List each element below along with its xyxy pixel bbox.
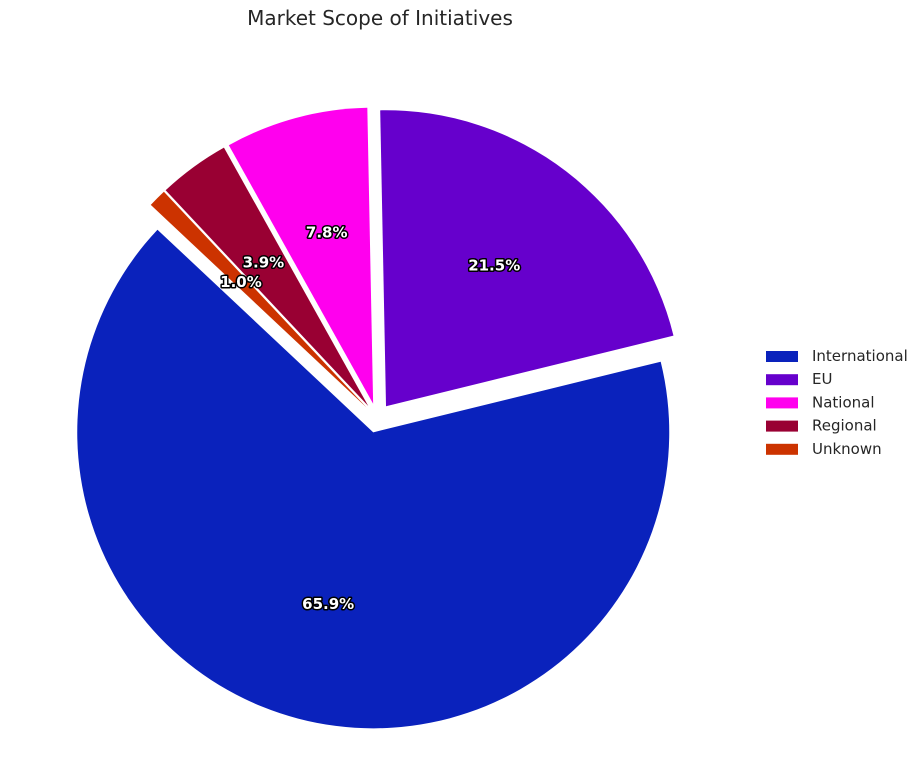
slice-label-eu: 21.5% bbox=[468, 256, 520, 274]
legend-swatch-regional bbox=[766, 420, 798, 432]
chart-title: Market Scope of Initiatives bbox=[247, 6, 513, 30]
legend-item-regional: Regional bbox=[766, 417, 877, 435]
legend-label-unknown: Unknown bbox=[812, 440, 882, 458]
legend-label-national: National bbox=[812, 393, 875, 411]
legend-item-international: International bbox=[766, 347, 908, 365]
legend-item-unknown: Unknown bbox=[766, 440, 882, 458]
legend-item-eu: EU bbox=[766, 370, 832, 388]
legend-swatch-international bbox=[766, 351, 798, 362]
legend-swatch-national bbox=[766, 397, 798, 409]
legend-label-international: International bbox=[812, 347, 908, 365]
slice-label-national: 7.8% bbox=[306, 223, 348, 241]
legend-swatch-eu bbox=[766, 374, 798, 386]
legend-swatch-unknown bbox=[766, 443, 798, 455]
pie-slice-eu bbox=[380, 110, 674, 407]
slice-label-international: 65.9% bbox=[302, 595, 354, 613]
pie-slice-regional bbox=[165, 147, 369, 407]
pie-slice-international bbox=[77, 229, 670, 729]
pie-slice-unknown bbox=[150, 191, 367, 408]
legend-label-eu: EU bbox=[812, 370, 832, 388]
pie-slices bbox=[77, 107, 674, 729]
legend: International EU National Regional Unknown bbox=[766, 347, 908, 458]
pie-slice-labels: 65.9% 21.5% 7.8% 3.9%1.0% bbox=[219, 222, 522, 615]
legend-item-national: National bbox=[766, 393, 875, 411]
legend-label-regional: Regional bbox=[812, 417, 877, 435]
pie-slice-national bbox=[228, 107, 374, 404]
slice-label-unknown: 1.0% bbox=[220, 273, 262, 291]
slice-label-regional: 3.9% bbox=[243, 254, 285, 272]
